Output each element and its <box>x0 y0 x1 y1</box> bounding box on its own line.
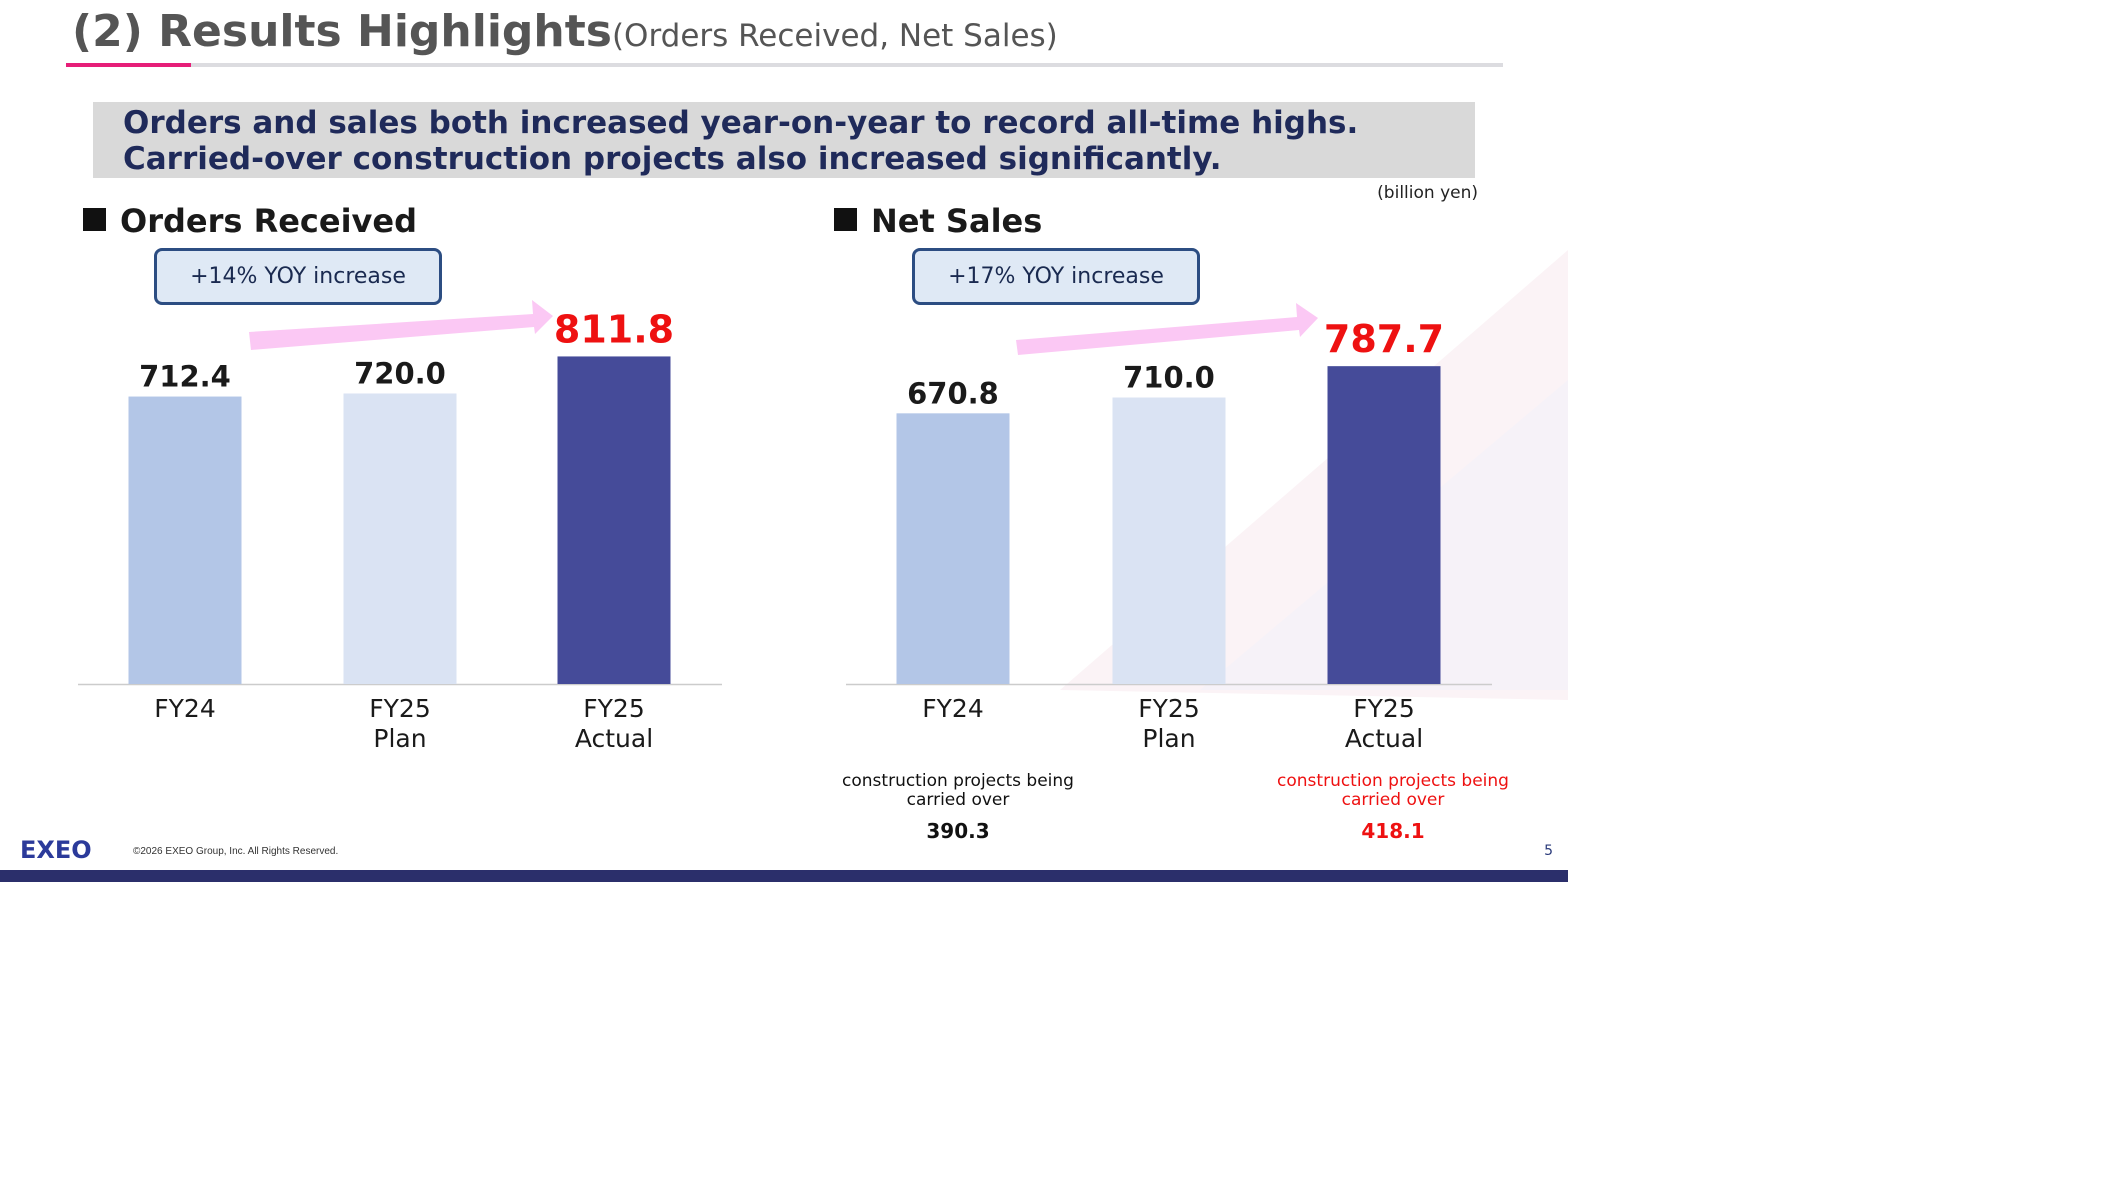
sales-category-label-fy24: FY24 <box>922 694 983 723</box>
sales-value-label-fy25-plan: 710.0 <box>1123 361 1215 395</box>
svg-text:EXEO: EXEO <box>20 836 92 862</box>
footer-band <box>0 870 1568 882</box>
carried-over-label-fy25-actual: construction projects being carried over <box>1277 771 1509 810</box>
sales-bar-fy24 <box>896 413 1010 684</box>
sales-value-label-fy25-actual: 787.7 <box>1324 317 1444 361</box>
orders-section-heading: Orders Received <box>83 202 417 240</box>
unit-label: (billion yen) <box>1377 183 1478 203</box>
orders-yoy-callout: +14% YOY increase <box>154 248 442 305</box>
sales-growth-arrow <box>1016 303 1318 355</box>
sales-yoy-callout: +17% YOY increase <box>912 248 1200 305</box>
bar-charts: 712.4 FY24 720.0 FY25 Plan 811.8 FY25 Actual 670… <box>78 300 1492 753</box>
page-title: (2) Results Highlights(Orders Received, … <box>72 6 1058 57</box>
carried-over-label-fy24: construction projects being carried over <box>842 771 1074 810</box>
title-accent-bar <box>66 63 191 67</box>
sales-section-heading: Net Sales <box>834 202 1042 240</box>
orders-value-label-fy25-actual: 811.8 <box>554 307 674 351</box>
sales-bar-fy25-plan <box>1112 397 1226 684</box>
sales-category-label-fy25-actual: FY25 Actual <box>1345 694 1423 753</box>
orders-growth-arrow <box>249 300 553 350</box>
orders-bar-fy25-plan <box>343 393 457 684</box>
sales-value-label-fy24: 670.8 <box>907 376 999 410</box>
square-bullet-icon <box>834 208 857 231</box>
summary-line-2: Carried-over construction projects also … <box>123 141 1222 177</box>
carried-over-value-fy25-actual: 418.1 <box>1361 819 1425 843</box>
orders-bar-fy25-actual <box>557 356 671 684</box>
sales-bar-fy25-actual <box>1327 366 1441 684</box>
orders-value-label-fy25-plan: 720.0 <box>354 356 446 390</box>
orders-category-label-fy25-actual: FY25 Actual <box>575 694 653 753</box>
page-subtitle: (Orders Received, Net Sales) <box>611 18 1058 54</box>
square-bullet-icon <box>83 208 106 231</box>
carried-over-value-fy24: 390.3 <box>926 819 990 843</box>
exeo-logo: EXEO <box>20 836 92 862</box>
orders-category-label-fy24: FY24 <box>154 694 215 723</box>
orders-category-label-fy25-plan: FY25 Plan <box>369 694 430 753</box>
summary-line-1: Orders and sales both increased year-on-… <box>123 105 1359 141</box>
copyright-text: ©2026 EXEO Group, Inc. All Rights Reserv… <box>133 846 339 857</box>
page-number: 5 <box>1544 843 1553 859</box>
title-underline <box>66 63 1503 67</box>
sales-category-label-fy25-plan: FY25 Plan <box>1138 694 1199 753</box>
summary-box: Orders and sales both increased year-on-… <box>93 102 1475 178</box>
orders-bar-fy24 <box>128 396 242 684</box>
orders-value-label-fy24: 712.4 <box>139 360 231 394</box>
